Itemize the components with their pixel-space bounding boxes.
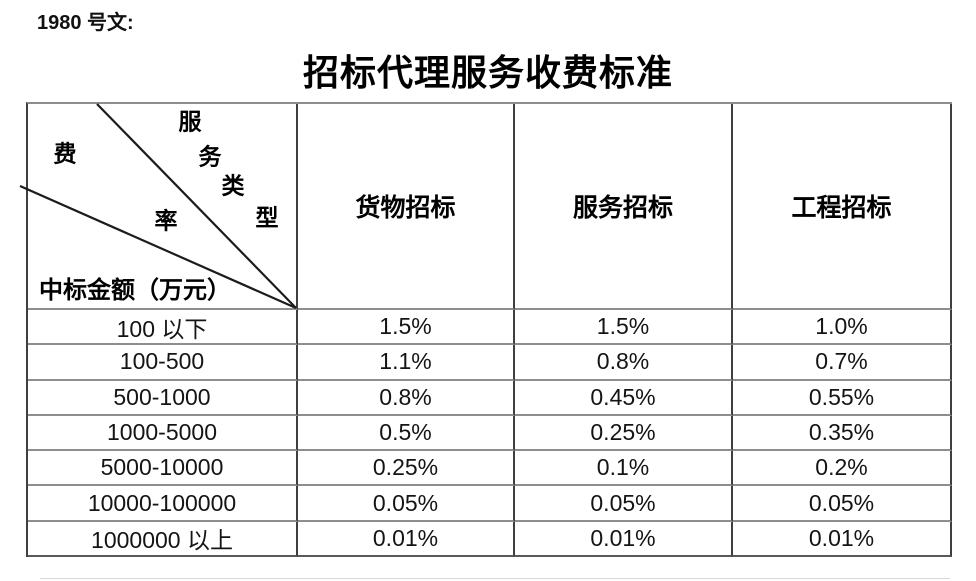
corner-char-service-type-4: 型 [255, 205, 279, 231]
fee-value: 1.0% [733, 310, 952, 346]
fee-value: 1.5% [515, 310, 733, 346]
fee-value: 0.8% [298, 380, 515, 416]
fee-value: 0.5% [298, 415, 515, 452]
row-label: 1000000 以上 [28, 521, 298, 558]
corner-char-service-type-1: 服 [178, 109, 202, 135]
corner-char-service-type-2: 务 [198, 144, 222, 170]
corner-cell: 服 务 类 型 费 率 中标金额（万元） [19, 103, 298, 310]
fee-value: 0.1% [515, 451, 733, 487]
fee-value: 0.01% [298, 521, 515, 558]
row-label: 500-1000 [28, 380, 298, 416]
fee-value: 1.1% [298, 345, 515, 381]
column-header-services: 服务招标 [515, 104, 733, 310]
fee-value: 0.01% [515, 521, 733, 558]
fee-value: 0.35% [733, 415, 952, 452]
page-bottom-edge [40, 578, 950, 579]
row-label: 100 以下 [28, 310, 298, 346]
fee-table: 服 务 类 型 费 率 中标金额（万元） 货物招标 服务招标 工程招标 100 … [19, 102, 952, 558]
corner-amount-label: 中标金额（万元） [39, 278, 231, 304]
fee-value: 0.05% [298, 486, 515, 522]
row-label: 10000-100000 [28, 486, 298, 522]
diagonal-line-upper [96, 103, 297, 309]
row-label: 100-500 [28, 345, 298, 381]
corner-char-service-type-3: 类 [221, 173, 245, 199]
column-header-works: 工程招标 [733, 104, 952, 310]
fee-value: 0.05% [515, 486, 733, 522]
fee-value: 0.2% [733, 451, 952, 487]
fee-value: 0.55% [733, 380, 952, 416]
fee-value: 0.45% [515, 380, 733, 416]
fee-value: 0.7% [733, 345, 952, 381]
diagonal-divider-lines [19, 103, 297, 310]
row-label: 5000-10000 [28, 451, 298, 487]
fee-value: 0.8% [515, 345, 733, 381]
fee-value: 1.5% [298, 310, 515, 346]
corner-char-fee-rate-2: 率 [154, 208, 178, 234]
fee-value: 0.25% [298, 451, 515, 487]
fee-value: 0.25% [515, 415, 733, 452]
corner-char-fee-rate-1: 费 [53, 141, 77, 167]
diagonal-line-lower [19, 184, 297, 310]
fee-value: 0.05% [733, 486, 952, 522]
doc-ref-label: 1980 号文: [37, 12, 134, 34]
row-label: 1000-5000 [28, 415, 298, 452]
page-title: 招标代理服务收费标准 [302, 53, 673, 93]
column-header-goods: 货物招标 [298, 104, 515, 310]
fee-value: 0.01% [733, 521, 952, 558]
